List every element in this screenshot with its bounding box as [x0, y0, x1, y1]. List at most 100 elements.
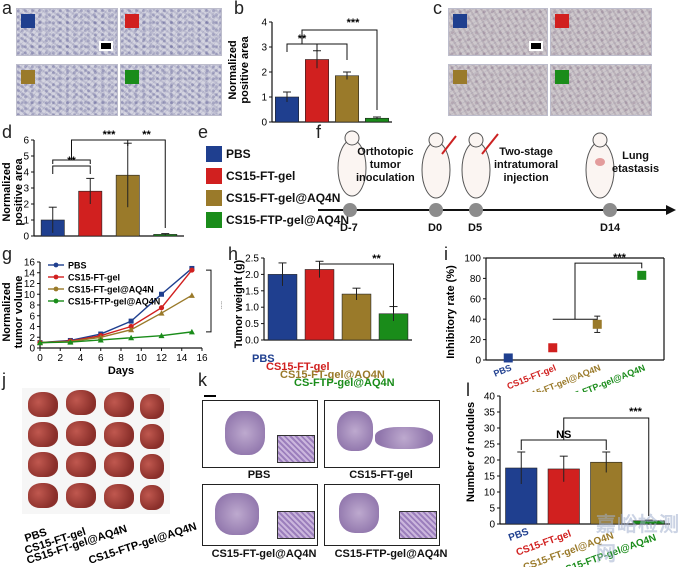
timeline-step-inoculation: Orthotopic tumor inoculation — [356, 146, 415, 184]
legend-text: CS15-FTP-gel@AQ4N — [226, 213, 350, 227]
ft-marker — [125, 14, 139, 28]
legend-text: CS15-FT-gel@AQ4N — [226, 191, 341, 205]
zoom-inset — [277, 435, 315, 463]
panel-label-d: d — [2, 122, 13, 142]
lung-icon — [140, 394, 164, 419]
data-point — [159, 291, 164, 297]
data-point — [97, 336, 104, 343]
legend-text: PBS — [226, 147, 251, 161]
timeline-step-metastasis: Lung etastasis — [612, 150, 660, 175]
significance-bracket — [563, 417, 650, 516]
lung-icon — [28, 452, 58, 477]
lung-icon — [28, 392, 58, 417]
lung-icon — [28, 422, 58, 447]
data-point — [128, 323, 134, 330]
x-tick-label: 10 — [136, 353, 148, 364]
panel-label-h: h — [228, 244, 239, 264]
timeline-day-d0: D0 — [428, 222, 443, 234]
panel-label-l: l — [466, 380, 470, 400]
y-tick-label: 4 — [261, 18, 267, 29]
significance-label: ** — [372, 253, 381, 265]
scale-bar — [204, 395, 216, 397]
y-tick-label: 1 — [23, 216, 29, 227]
timeline-day-d5: D5 — [468, 222, 483, 234]
legend-label: CS15-FTP-gel@AQ4N — [68, 297, 160, 307]
y-tick-label: 12 — [24, 279, 36, 290]
y-tick-label: 0 — [29, 344, 35, 355]
stain-image-pbs — [16, 8, 118, 56]
syringe-icon — [481, 133, 499, 155]
series-line — [39, 331, 192, 344]
y-tick-label: 1.5 — [245, 286, 259, 297]
lung-icon — [66, 483, 96, 508]
legend-label: CS15-FT-gel@AQ4N — [68, 285, 154, 295]
ftaq-marker — [453, 70, 467, 84]
chart-b-ylabel: Normalizedpositive area — [228, 35, 251, 103]
bar — [341, 293, 372, 341]
category-label: PBS — [252, 353, 275, 365]
data-point — [128, 326, 135, 333]
chart-h: Tumor weight (g) 0.0 0.5 1.0 1.5 2.0 2.5 ** PBS… — [233, 253, 412, 389]
category-label: CS15-FT-gel — [266, 361, 330, 373]
stain-image-c-ft — [550, 8, 652, 56]
category-label: CS15-FT-gel@AQ4N — [280, 369, 385, 381]
significance-bracket — [287, 43, 348, 60]
histology-ftaq — [202, 484, 318, 546]
x-tick-label: 0 — [37, 353, 43, 364]
significance-label: *** — [103, 129, 117, 141]
timeline-day-d-7: D-7 — [340, 222, 358, 234]
y-tick-label: 40 — [484, 392, 496, 403]
y-tick-label: 0 — [23, 232, 29, 243]
k-caption-ft: CS15-FT-gel — [349, 469, 413, 481]
legend-marker — [53, 298, 59, 304]
pbs-marker — [21, 14, 35, 28]
y-tick-label: 40 — [470, 315, 482, 326]
x-tick-label: 12 — [156, 353, 168, 364]
significance-label: *** — [629, 406, 643, 418]
legend-marker — [53, 262, 59, 268]
y-tick-label: 80 — [470, 274, 482, 285]
y-tick-label: 0 — [489, 520, 495, 531]
data-point — [188, 292, 195, 298]
y-tick-label: 5 — [23, 152, 29, 163]
y-tick-label: 1.0 — [245, 303, 259, 314]
data-point — [158, 305, 165, 311]
y-tick-label: 20 — [484, 456, 496, 467]
tissue-section — [215, 493, 259, 535]
timeline-day-d14: D14 — [600, 222, 621, 234]
category-label: CS-FTP-gel@AQ4N — [294, 377, 395, 389]
y-tick-label: 4 — [23, 168, 29, 179]
y-tick-label: 0.0 — [245, 336, 259, 347]
j-label-ftpaq: CS15-FTP-gel@AQ4N — [87, 521, 198, 567]
y-tick-label: 20 — [470, 335, 482, 346]
panel-label-i: i — [444, 244, 448, 264]
data-point — [67, 339, 74, 345]
timeline-point — [603, 203, 617, 217]
legend-swatch — [206, 146, 222, 162]
significance-label: *** — [613, 252, 627, 264]
y-tick-label: 14 — [24, 268, 36, 279]
significance-label: ** — [142, 129, 151, 141]
data-point — [158, 310, 165, 316]
data-point — [637, 270, 647, 280]
ft-marker — [555, 14, 569, 28]
category-label: PBS — [492, 363, 513, 379]
legend-label: CS15-FT-gel — [68, 273, 120, 283]
timeline-point — [469, 203, 483, 217]
panel-j-labels: PBS CS15-FT-gel CS15-FT-gel@AQ4N CS15-FT… — [23, 521, 198, 567]
legend-ftaq: CS15-FT-gel@AQ4N — [206, 190, 340, 206]
significance-bracket — [286, 43, 318, 52]
y-tick-label: 6 — [29, 311, 35, 322]
histology-pbs — [202, 400, 318, 468]
ftpaq-marker — [125, 70, 139, 84]
y-tick-label: 1 — [261, 93, 267, 104]
significance-bracket — [286, 29, 378, 110]
significance-bracket — [52, 165, 91, 174]
tissue-section — [337, 411, 373, 451]
y-tick-label: 8 — [29, 301, 35, 312]
bar — [590, 461, 623, 525]
y-tick-label: 15 — [484, 472, 496, 483]
data-point — [128, 318, 134, 324]
